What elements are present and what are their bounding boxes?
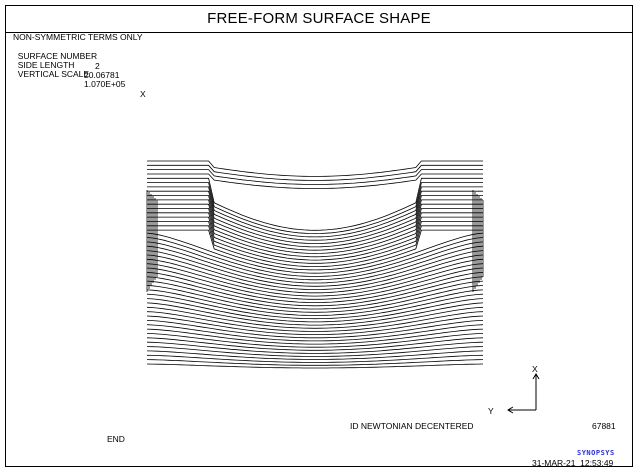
contour-line [146, 320, 484, 339]
contour-line [147, 208, 483, 254]
contour-line [146, 306, 484, 329]
contour-line [146, 263, 484, 297]
contour-line [146, 350, 484, 360]
contour-line [146, 237, 484, 277]
page-title: FREE-FORM SURFACE SHAPE [207, 10, 431, 27]
design-description: ID NEWTONIAN DECENTERED [350, 421, 474, 431]
end-label: END [107, 434, 125, 444]
contour-line [146, 267, 484, 300]
contour-line [147, 173, 483, 190]
contour-line [147, 199, 483, 248]
contour-line [146, 241, 484, 281]
contour-line [146, 293, 484, 320]
side-length-value: 20.06781 [84, 70, 120, 80]
contour-line [147, 216, 483, 261]
plot-frame: FREE-FORM SURFACE SHAPE [5, 5, 633, 467]
vertical-scale-axis: X [140, 89, 146, 99]
contour-line [147, 177, 483, 231]
y-axis-arrow-icon [507, 406, 514, 414]
datetime-stamp: 31-MAR-21 12:53:49 [532, 458, 614, 468]
x-axis-label: X [532, 364, 538, 374]
surface-number-value: 2 [95, 61, 100, 71]
contour-line [146, 250, 484, 287]
contour-line [146, 311, 484, 332]
contour-line [146, 289, 484, 316]
contour-line [147, 182, 483, 235]
contour-line [147, 164, 483, 181]
surface-number-row: SURFACE NUMBER 2 [13, 41, 100, 71]
surface-number-label: SURFACE NUMBER [17, 51, 98, 61]
x-axis-arrow-icon [532, 373, 540, 380]
synopsys-logo: SYNOPSYS [577, 449, 615, 457]
axis-indicator [507, 373, 540, 414]
contour-line [146, 258, 484, 294]
y-axis-label: Y [488, 406, 494, 416]
contour-line [146, 280, 484, 310]
contour-line [146, 346, 484, 357]
contour-line [147, 212, 483, 258]
contour-line [147, 195, 483, 244]
contour-line [146, 328, 484, 345]
contour-line [147, 225, 483, 268]
side-length-label: SIDE LENGTH [17, 60, 75, 70]
terms-label: NON-SYMMETRIC TERMS ONLY [13, 32, 143, 42]
contour-line [146, 324, 484, 342]
contour-line [146, 359, 484, 366]
contour-line [146, 333, 484, 348]
contour-line [146, 315, 484, 336]
contour-line [147, 203, 483, 251]
contour-line [147, 221, 483, 264]
contour-line [146, 276, 484, 307]
contour-line [146, 354, 484, 363]
vertical-scale-value: 1.070E+05 [84, 79, 126, 89]
contour-line [146, 298, 484, 323]
contour-line [146, 285, 484, 313]
contour-line [146, 254, 484, 291]
contour-line [147, 160, 483, 177]
contour-line [147, 169, 483, 185]
vertical-scale-row: VERTICAL SCALE 1.070E+05 X [13, 59, 146, 99]
design-code: 67881 [592, 421, 616, 431]
title-bar: FREE-FORM SURFACE SHAPE [6, 6, 632, 33]
contour-line [146, 341, 484, 354]
surface-contour-curves [146, 160, 484, 369]
contour-line [146, 232, 484, 274]
contour-line [147, 229, 483, 271]
contour-line [146, 363, 484, 369]
contour-line [146, 245, 484, 284]
vertical-scale-label: VERTICAL SCALE [17, 69, 90, 79]
contour-line [147, 190, 483, 241]
contour-line [146, 302, 484, 326]
side-length-row: SIDE LENGTH 20.06781 [13, 50, 120, 80]
contour-line [147, 186, 483, 238]
contour-line [146, 272, 484, 304]
contour-line [146, 337, 484, 351]
